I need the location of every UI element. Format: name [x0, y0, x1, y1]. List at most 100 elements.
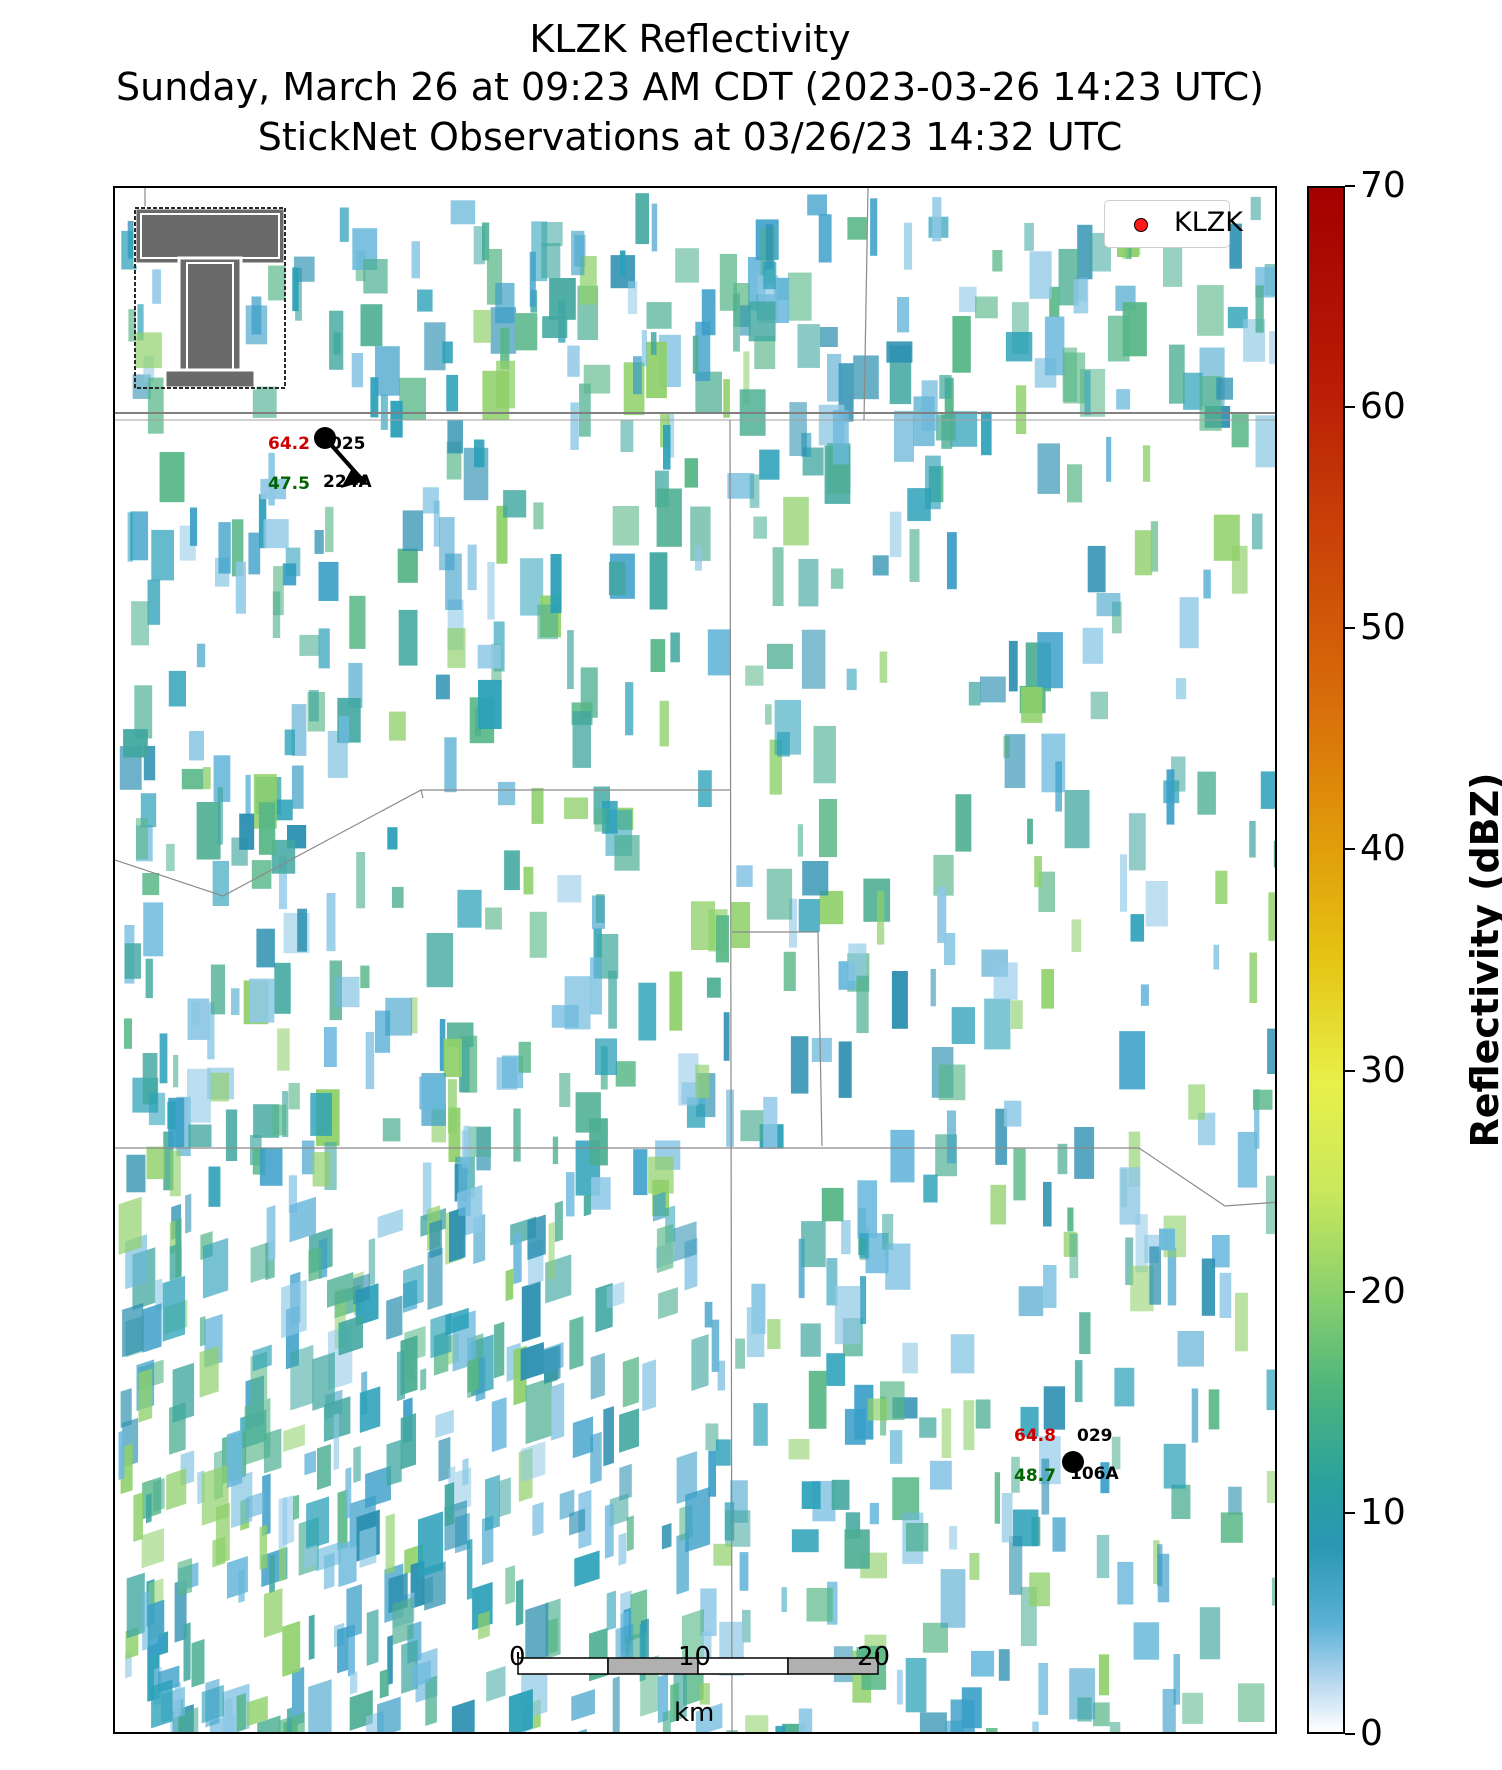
reflectivity-cell: [650, 332, 657, 355]
reflectivity-cell: [504, 850, 520, 891]
reflectivity-cell: [708, 1450, 716, 1497]
reflectivity-cell: [980, 676, 1006, 703]
reflectivity-cell: [1128, 813, 1146, 871]
scalebar-tick-20: 20: [857, 1642, 891, 1672]
radar-site-marker-icon: [1134, 218, 1148, 232]
reflectivity-cell: [1166, 769, 1175, 825]
reflectivity-cell: [1034, 856, 1042, 888]
reflectivity-cell: [250, 1242, 269, 1283]
reflectivity-cell: [366, 1609, 379, 1666]
reflectivity-cell: [466, 1538, 473, 1600]
reflectivity-cell: [271, 839, 296, 874]
reflectivity-cell: [566, 1172, 575, 1217]
reflectivity-cell: [742, 1609, 751, 1643]
reflectivity-cell: [574, 1550, 600, 1587]
reflectivity-cell: [1140, 984, 1149, 1006]
reflectivity-cell: [801, 1221, 826, 1268]
reflectivity-cell: [1096, 593, 1121, 617]
reflectivity-cell: [766, 868, 793, 920]
reflectivity-cell: [1018, 1286, 1044, 1317]
reflectivity-cell: [938, 1064, 966, 1101]
reflectivity-cell: [827, 353, 842, 402]
reflectivity-cell: [1082, 627, 1104, 664]
reflectivity-cell: [971, 1650, 995, 1677]
reflectivity-cell: [1041, 969, 1055, 1009]
reflectivity-cell: [257, 1715, 281, 1732]
reflectivity-cell: [662, 1710, 671, 1732]
reflectivity-cell: [447, 419, 463, 454]
reflectivity-cell: [653, 1191, 666, 1222]
reflectivity-cell: [291, 765, 304, 809]
reflectivity-cell: [890, 1129, 915, 1183]
reflectivity-cell: [363, 259, 388, 294]
colorbar-tick-label: 40: [1360, 828, 1406, 870]
reflectivity-cell: [930, 1460, 952, 1490]
reflectivity-cell: [626, 1515, 634, 1552]
reflectivity-cell: [318, 561, 339, 601]
reflectivity-cell: [1254, 1089, 1260, 1149]
reflectivity-cell: [262, 1473, 271, 1536]
reflectivity-cell: [590, 1352, 605, 1400]
reflectivity-cell: [856, 975, 869, 1034]
reflectivity-cell: [1038, 1663, 1049, 1715]
reflectivity-cell: [306, 1496, 330, 1551]
reflectivity-cell: [251, 860, 272, 889]
reflectivity-cell: [1197, 285, 1224, 336]
reflectivity-cell: [316, 1541, 341, 1572]
reflectivity-cell: [736, 865, 753, 887]
reflectivity-cell: [656, 1223, 674, 1274]
reflectivity-cell: [886, 341, 913, 363]
reflectivity-cell: [572, 711, 591, 768]
colorbar-tick: [1345, 627, 1355, 630]
reflectivity-cell: [577, 1728, 587, 1732]
reflectivity-cell: [1098, 1654, 1110, 1696]
reflectivity-cell: [1077, 224, 1093, 280]
reflectivity-cell: [806, 1587, 833, 1622]
reflectivity-cell: [422, 487, 439, 514]
reflectivity-cell: [797, 824, 803, 857]
reflectivity-cell: [473, 309, 491, 343]
reflectivity-cell: [482, 222, 490, 261]
reflectivity-cell: [153, 1478, 165, 1513]
reflectivity-cell: [478, 1610, 490, 1640]
reflectivity-cell: [420, 1368, 427, 1391]
reflectivity-cell: [338, 1538, 357, 1588]
reflectivity-cell: [1252, 1089, 1273, 1110]
reflectivity-cell: [1043, 1386, 1066, 1430]
station-106a-direction: 029: [1077, 1426, 1113, 1446]
reflectivity-cell: [505, 1268, 514, 1302]
reflectivity-cell: [1273, 840, 1275, 868]
reflectivity-cell: [733, 293, 740, 352]
reflectivity-cell: [1106, 436, 1112, 482]
reflectivity-cell: [205, 1678, 220, 1728]
reflectivity-cell: [500, 327, 510, 370]
reflectivity-cell: [143, 902, 164, 957]
observation-subtitle: StickNet Observations at 03/26/23 14:32 …: [257, 115, 1123, 159]
reflectivity-cell: [646, 341, 667, 399]
reflectivity-cell: [802, 861, 829, 896]
reflectivity-cell: [1177, 1331, 1204, 1367]
county-line: [115, 1147, 1275, 1207]
reflectivity-cell: [293, 256, 315, 282]
reflectivity-cell: [1269, 331, 1275, 365]
reflectivity-cell: [146, 1493, 152, 1524]
reflectivity-cell: [552, 1136, 559, 1165]
radar-map[interactable]: [113, 186, 1277, 1734]
reflectivity-cell: [564, 797, 588, 819]
reflectivity-cell: [346, 1583, 362, 1639]
reflectivity-cell: [274, 962, 291, 1014]
reflectivity-cell: [485, 907, 502, 930]
reflectivity-cell: [503, 490, 527, 518]
reflectivity-cell: [606, 1281, 625, 1309]
reflectivity-cell: [669, 971, 683, 1031]
reflectivity-cell: [619, 1408, 640, 1453]
reflectivity-cell: [457, 889, 482, 928]
reflectivity-cell: [1029, 1572, 1050, 1607]
reflectivity-cell: [1004, 734, 1026, 788]
reflectivity-cell: [1142, 445, 1151, 482]
station-224a-dewpoint: 47.5: [268, 474, 310, 494]
reflectivity-cell: [807, 194, 827, 216]
reflectivity-cell: [949, 1526, 958, 1550]
reflectivity-cell: [278, 1496, 288, 1549]
reflectivity-cell: [168, 670, 186, 707]
